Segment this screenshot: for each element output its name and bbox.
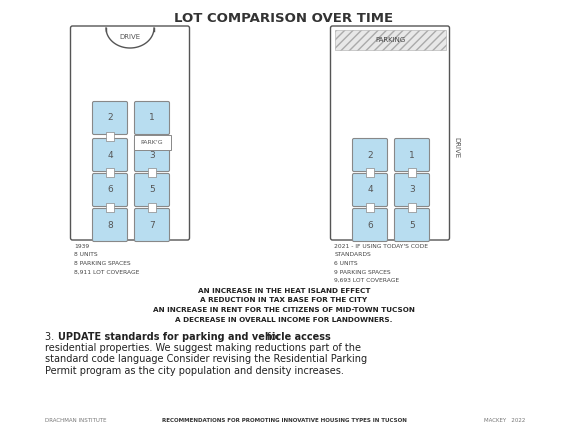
- FancyBboxPatch shape: [93, 208, 127, 242]
- FancyBboxPatch shape: [135, 208, 169, 242]
- Text: PARKING: PARKING: [375, 37, 405, 43]
- Text: 9,693 LOT COVERAGE: 9,693 LOT COVERAGE: [335, 278, 400, 283]
- FancyBboxPatch shape: [133, 135, 170, 150]
- FancyBboxPatch shape: [93, 138, 127, 172]
- Text: 8,911 LOT COVERAGE: 8,911 LOT COVERAGE: [74, 270, 140, 274]
- Text: 3: 3: [149, 150, 155, 159]
- Text: 4: 4: [107, 150, 113, 159]
- Text: RECOMMENDATIONS FOR PROMOTING INNOVATIVE HOUSING TYPES IN TUCSON: RECOMMENDATIONS FOR PROMOTING INNOVATIVE…: [161, 418, 407, 423]
- Bar: [106, 168, 114, 177]
- FancyBboxPatch shape: [395, 208, 429, 242]
- Text: for: for: [264, 332, 281, 342]
- Text: LOT COMPARISON OVER TIME: LOT COMPARISON OVER TIME: [174, 12, 394, 25]
- Bar: [366, 203, 374, 212]
- Text: A DECREASE IN OVERALL INCOME FOR LANDOWNERS.: A DECREASE IN OVERALL INCOME FOR LANDOWN…: [176, 317, 392, 322]
- Text: 3.: 3.: [45, 332, 57, 342]
- Bar: [408, 168, 416, 177]
- Text: 7: 7: [149, 221, 155, 230]
- Text: 6: 6: [107, 185, 113, 195]
- Text: Permit program as the city population and density increases.: Permit program as the city population an…: [45, 366, 344, 376]
- FancyBboxPatch shape: [135, 173, 169, 207]
- Text: 8 PARKING SPACES: 8 PARKING SPACES: [74, 261, 131, 266]
- FancyBboxPatch shape: [331, 26, 449, 240]
- Polygon shape: [106, 28, 154, 48]
- Text: AN INCREASE IN RENT FOR THE CITIZENS OF MID-TOWN TUCSON: AN INCREASE IN RENT FOR THE CITIZENS OF …: [153, 307, 415, 313]
- FancyBboxPatch shape: [70, 26, 190, 240]
- Bar: [106, 132, 114, 141]
- Text: 2: 2: [107, 113, 113, 123]
- Text: MACKEY   2022: MACKEY 2022: [483, 418, 525, 423]
- Text: 2021 - IF USING TODAY'S CODE: 2021 - IF USING TODAY'S CODE: [335, 244, 428, 249]
- FancyBboxPatch shape: [135, 138, 169, 172]
- Bar: [366, 168, 374, 177]
- Text: DRIVE: DRIVE: [453, 138, 460, 158]
- Bar: [148, 168, 156, 177]
- Text: 8 UNITS: 8 UNITS: [74, 253, 98, 257]
- Text: UPDATE standards for parking and vehicle access: UPDATE standards for parking and vehicle…: [58, 332, 331, 342]
- Text: 8: 8: [107, 221, 113, 230]
- Text: DRACHMAN INSTITUTE: DRACHMAN INSTITUTE: [45, 418, 107, 423]
- Text: A REDUCTION IN TAX BASE FOR THE CITY: A REDUCTION IN TAX BASE FOR THE CITY: [201, 297, 367, 303]
- FancyBboxPatch shape: [93, 173, 127, 207]
- Text: AN INCREASE IN THE HEAT ISLAND EFFECT: AN INCREASE IN THE HEAT ISLAND EFFECT: [198, 288, 370, 294]
- Text: 1939: 1939: [74, 244, 90, 249]
- Text: 1: 1: [149, 113, 155, 123]
- Bar: [335, 30, 445, 50]
- Text: 6 UNITS: 6 UNITS: [335, 261, 358, 266]
- FancyBboxPatch shape: [93, 101, 127, 135]
- FancyBboxPatch shape: [353, 138, 387, 172]
- Text: PARK'G: PARK'G: [141, 139, 164, 144]
- Text: 3: 3: [409, 185, 415, 195]
- Bar: [408, 203, 416, 212]
- Text: standard code language Consider revising the Residential Parking: standard code language Consider revising…: [45, 354, 367, 365]
- Text: 5: 5: [409, 221, 415, 230]
- Text: 4: 4: [367, 185, 373, 195]
- Text: 9 PARKING SPACES: 9 PARKING SPACES: [335, 270, 391, 274]
- Bar: [148, 203, 156, 212]
- Text: STANDARDS: STANDARDS: [335, 253, 371, 257]
- Text: 5: 5: [149, 185, 155, 195]
- FancyBboxPatch shape: [353, 173, 387, 207]
- Text: DRIVE: DRIVE: [119, 34, 140, 40]
- Text: 6: 6: [367, 221, 373, 230]
- FancyBboxPatch shape: [135, 101, 169, 135]
- Text: residential properties. We suggest making reductions part of the: residential properties. We suggest makin…: [45, 343, 361, 353]
- FancyBboxPatch shape: [395, 173, 429, 207]
- FancyBboxPatch shape: [353, 208, 387, 242]
- FancyBboxPatch shape: [395, 138, 429, 172]
- Bar: [106, 203, 114, 212]
- Text: 1: 1: [409, 150, 415, 159]
- Text: 2: 2: [367, 150, 373, 159]
